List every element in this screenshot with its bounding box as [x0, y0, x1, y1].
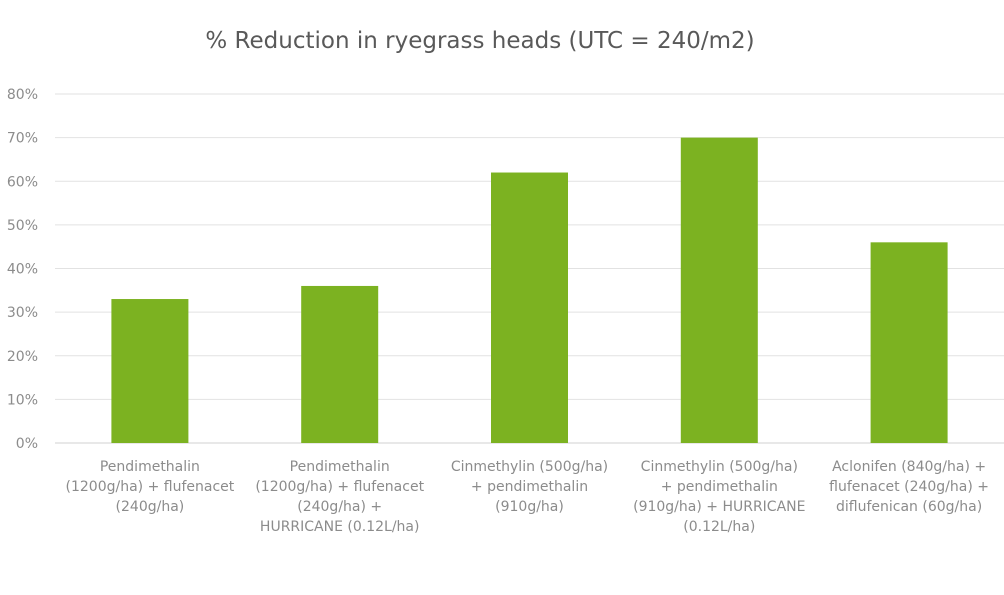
x-category-label: Cinmethylin (500g/ha) + pendimethalin (910… — [451, 459, 608, 515]
y-tick-label: 20% — [7, 349, 38, 365]
y-tick-label: 40% — [7, 262, 38, 278]
y-axis-ticks: 0% 10% 20% 30% 40% 50% 60% 70% 80% — [7, 87, 38, 452]
bars — [111, 137, 948, 443]
x-category-label: Aclonifen (840g/ha) + flufenacet (240g/ha… — [829, 459, 989, 515]
bar — [301, 285, 379, 443]
y-tick-label: 0% — [16, 436, 38, 452]
y-tick-label: 50% — [7, 218, 38, 234]
bar — [870, 242, 948, 443]
y-tick-label: 10% — [7, 392, 38, 408]
y-tick-label: 30% — [7, 305, 38, 321]
chart-title: % Reduction in ryegrass heads (UTC = 240… — [205, 28, 755, 54]
bar — [491, 172, 568, 443]
bar — [680, 137, 758, 443]
y-tick-label: 80% — [7, 87, 38, 103]
x-axis-labels: Pendimethalin (1200g/ha) + flufenacet (240… — [66, 459, 989, 535]
bar — [111, 299, 189, 443]
x-category-label: Cinmethylin (500g/ha) + pendimethalin (910… — [633, 459, 805, 535]
y-tick-label: 60% — [7, 174, 38, 190]
x-category-label: Pendimethalin (1200g/ha) + flufenacet (240… — [66, 459, 235, 515]
x-category-label: Pendimethalin (1200g/ha) + flufenacet (240… — [255, 459, 424, 535]
y-tick-label: 70% — [7, 131, 38, 147]
